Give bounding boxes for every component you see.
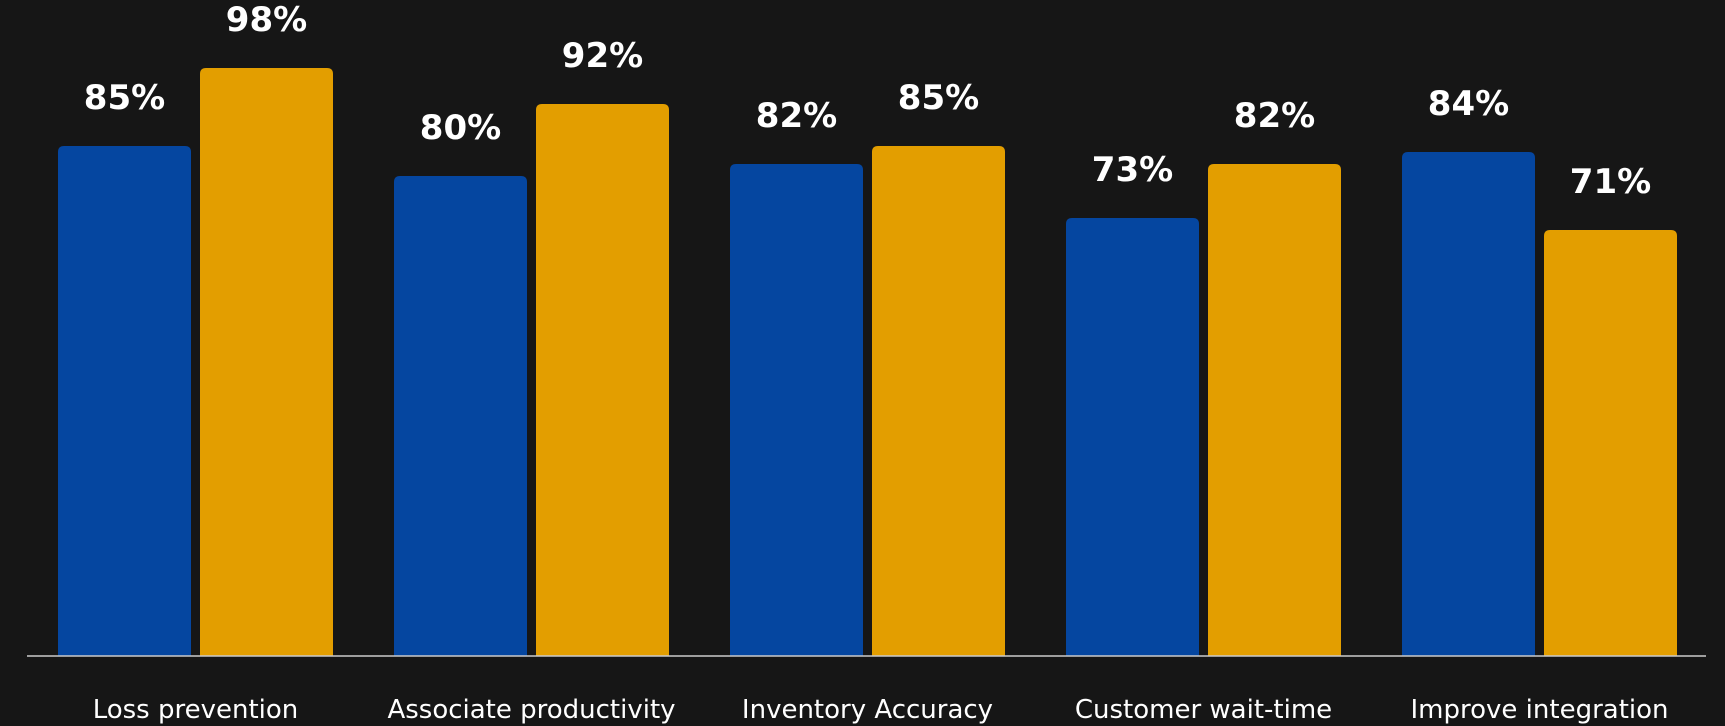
- bars-group: [58, 68, 1677, 656]
- bar-2-3: [872, 146, 1005, 656]
- value-label-1-4: 73%: [1092, 150, 1173, 190]
- value-label-2-3: 85%: [898, 78, 979, 118]
- category-label-1: Loss prevention: [93, 695, 299, 725]
- category-label-3: Inventory Accuracy: [742, 695, 993, 725]
- category-label-5: Improve integration: [1411, 695, 1669, 725]
- bar-1-1: [58, 146, 191, 656]
- value-label-1-3: 82%: [756, 96, 837, 136]
- value-label-1-2: 80%: [420, 108, 501, 148]
- bar-2-5: [1544, 230, 1677, 656]
- bar-1-5: [1402, 152, 1535, 656]
- value-label-2-5: 71%: [1570, 162, 1651, 202]
- value-label-1-1: 85%: [84, 78, 165, 118]
- bar-1-2: [394, 176, 527, 656]
- bar-2-4: [1208, 164, 1341, 656]
- category-label-4: Customer wait-time: [1075, 695, 1332, 725]
- value-label-2-2: 92%: [562, 36, 643, 76]
- bar-2-2: [536, 104, 669, 656]
- value-label-1-5: 84%: [1428, 84, 1509, 124]
- bar-1-3: [730, 164, 863, 656]
- category-labels-group: Loss prevention Associate productivity Inv…: [93, 695, 1669, 725]
- bar-2-1: [200, 68, 333, 656]
- value-label-2-4: 82%: [1234, 96, 1315, 136]
- value-label-2-1: 98%: [226, 0, 307, 40]
- value-labels-group: 85% 98% 80% 92% 82% 85% 73% 82% 84% 71%: [84, 0, 1651, 202]
- category-label-2: Associate productivity: [387, 695, 675, 725]
- bar-1-4: [1066, 218, 1199, 656]
